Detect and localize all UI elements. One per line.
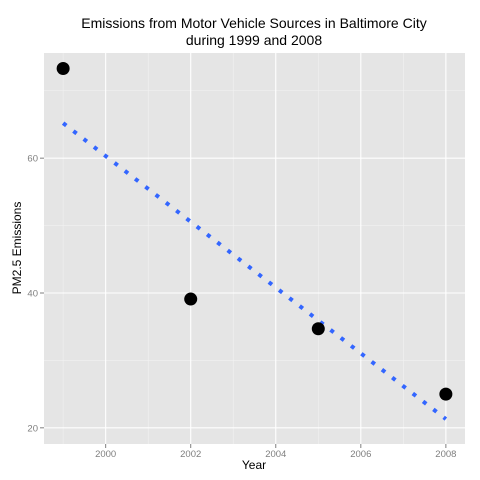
data-point <box>184 292 198 306</box>
x-tick-label: 2006 <box>350 449 371 460</box>
data-point <box>439 387 453 401</box>
x-tick-label: 2004 <box>265 449 286 460</box>
trend-line <box>61 121 448 421</box>
data-point <box>311 322 325 336</box>
data-points <box>56 62 453 401</box>
trend-line-segment <box>61 121 448 421</box>
data-point <box>56 62 70 76</box>
plot-panel <box>44 53 465 444</box>
y-tick-label: 40 <box>27 288 38 299</box>
x-tick-label: 2000 <box>95 449 116 460</box>
x-axis-label: Year <box>242 458 266 472</box>
x-tick-label: 2002 <box>180 449 201 460</box>
chart-title-line-1: Emissions from Motor Vehicle Sources in … <box>81 15 426 31</box>
y-axis-label: PM2.5 Emissions <box>10 202 24 295</box>
y-axis: 20 40 60 <box>27 154 44 434</box>
grid <box>44 53 465 444</box>
x-tick-label: 2008 <box>435 449 456 460</box>
y-tick-label: 20 <box>27 423 38 434</box>
x-axis: 2000 2002 2004 2006 2008 <box>95 444 456 460</box>
chart-title-line-2: during 1999 and 2008 <box>186 32 322 48</box>
y-tick-label: 60 <box>27 154 38 165</box>
